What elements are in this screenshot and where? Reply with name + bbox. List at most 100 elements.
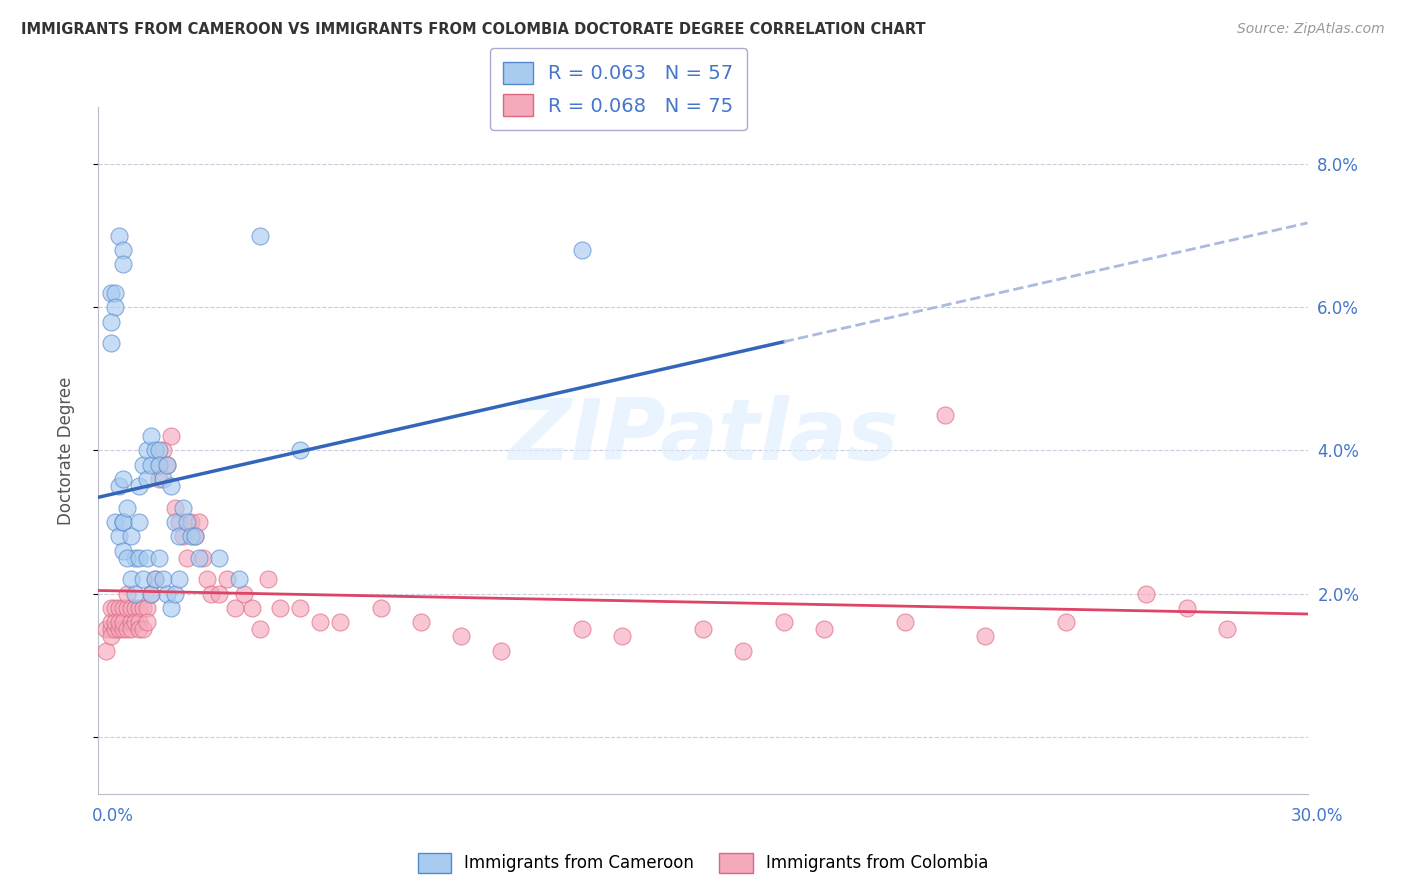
Point — [120, 600, 142, 615]
Point — [148, 443, 170, 458]
Point — [120, 529, 142, 543]
Point — [813, 623, 835, 637]
Point — [160, 429, 183, 443]
Point — [232, 586, 254, 600]
Point — [200, 586, 222, 600]
Point — [107, 600, 129, 615]
Point — [132, 572, 155, 586]
Point — [139, 586, 162, 600]
Point — [224, 600, 246, 615]
Point — [135, 472, 157, 486]
Point — [180, 529, 202, 543]
Point — [96, 623, 118, 637]
Point — [370, 600, 392, 615]
Point — [172, 529, 194, 543]
Point — [163, 586, 186, 600]
Point — [193, 550, 215, 565]
Point — [160, 600, 183, 615]
Point — [135, 550, 157, 565]
Point — [111, 243, 134, 257]
Point — [156, 586, 179, 600]
Point — [772, 615, 794, 630]
Point — [103, 623, 125, 637]
Point — [152, 572, 174, 586]
Point — [115, 500, 138, 515]
Point — [148, 458, 170, 472]
Point — [111, 543, 134, 558]
Point — [100, 315, 122, 329]
Point — [120, 623, 142, 637]
Point — [228, 572, 250, 586]
Point — [128, 623, 150, 637]
Point — [115, 586, 138, 600]
Point — [571, 243, 593, 257]
Point — [152, 443, 174, 458]
Point — [163, 500, 186, 515]
Point — [107, 615, 129, 630]
Point — [269, 600, 291, 615]
Point — [100, 623, 122, 637]
Point — [100, 600, 122, 615]
Point — [167, 529, 190, 543]
Point — [100, 630, 122, 644]
Point — [188, 550, 211, 565]
Point — [143, 443, 166, 458]
Point — [249, 623, 271, 637]
Point — [135, 600, 157, 615]
Point — [132, 623, 155, 637]
Point — [135, 443, 157, 458]
Text: Source: ZipAtlas.com: Source: ZipAtlas.com — [1237, 22, 1385, 37]
Point — [103, 515, 125, 529]
Point — [111, 515, 134, 529]
Point — [111, 615, 134, 630]
Point — [148, 550, 170, 565]
Text: IMMIGRANTS FROM CAMEROON VS IMMIGRANTS FROM COLOMBIA DOCTORATE DEGREE CORRELATIO: IMMIGRANTS FROM CAMEROON VS IMMIGRANTS F… — [21, 22, 925, 37]
Point — [612, 630, 634, 644]
Point — [107, 529, 129, 543]
Point — [128, 615, 150, 630]
Point — [217, 572, 239, 586]
Point — [176, 515, 198, 529]
Point — [156, 458, 179, 472]
Point — [163, 515, 186, 529]
Point — [107, 228, 129, 243]
Point — [160, 479, 183, 493]
Point — [288, 600, 311, 615]
Point — [120, 572, 142, 586]
Point — [139, 429, 162, 443]
Point — [409, 615, 432, 630]
Point — [208, 586, 231, 600]
Point — [733, 644, 755, 658]
Point — [148, 472, 170, 486]
Point — [128, 600, 150, 615]
Text: ZIPatlas: ZIPatlas — [508, 395, 898, 478]
Point — [176, 550, 198, 565]
Point — [100, 286, 122, 301]
Point — [103, 286, 125, 301]
Point — [184, 529, 207, 543]
Point — [124, 586, 146, 600]
Point — [96, 644, 118, 658]
Point — [167, 515, 190, 529]
Point — [132, 458, 155, 472]
Point — [124, 550, 146, 565]
Point — [1135, 586, 1157, 600]
Point — [208, 550, 231, 565]
Text: 0.0%: 0.0% — [91, 807, 134, 825]
Point — [491, 644, 513, 658]
Point — [128, 479, 150, 493]
Point — [188, 515, 211, 529]
Point — [156, 458, 179, 472]
Point — [240, 600, 263, 615]
Point — [103, 301, 125, 315]
Point — [111, 515, 134, 529]
Point — [143, 572, 166, 586]
Point — [111, 257, 134, 271]
Point — [893, 615, 915, 630]
Point — [111, 623, 134, 637]
Point — [152, 472, 174, 486]
Point — [1175, 600, 1198, 615]
Point — [167, 572, 190, 586]
Point — [184, 529, 207, 543]
Point — [172, 500, 194, 515]
